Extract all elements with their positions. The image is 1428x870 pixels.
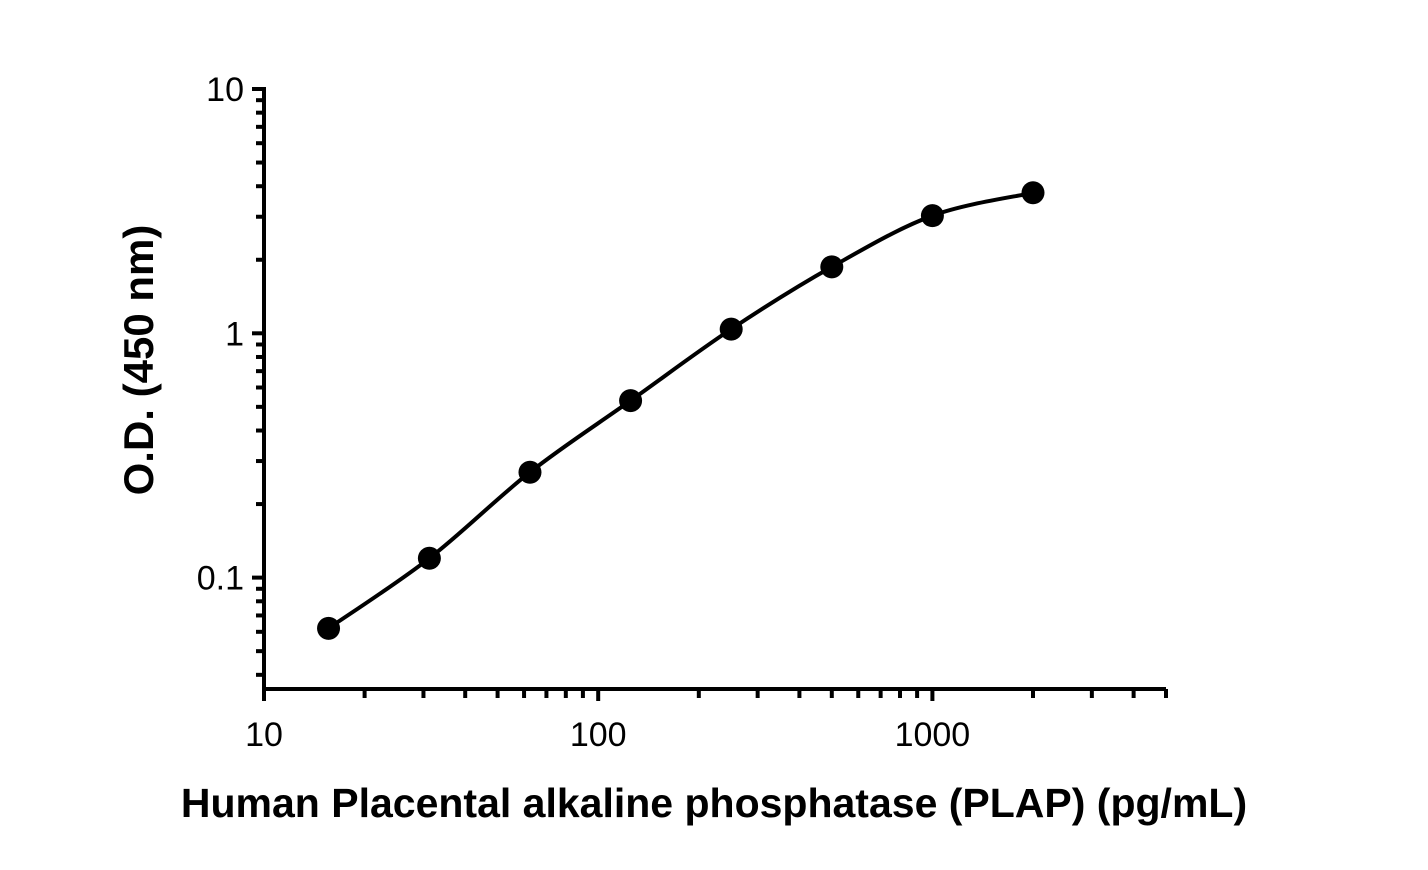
x-tick-label: 100 bbox=[570, 716, 627, 754]
data-point bbox=[719, 317, 743, 341]
data-point bbox=[317, 616, 341, 640]
y-tick-label: 0.1 bbox=[197, 560, 244, 598]
data-point bbox=[417, 546, 441, 570]
data-point bbox=[820, 255, 844, 279]
x-tick-label: 10 bbox=[245, 716, 283, 754]
data-point bbox=[1021, 181, 1045, 205]
axes: 10 100 1000 0.1 1 10 bbox=[197, 71, 1168, 754]
data-point bbox=[518, 460, 542, 484]
data-point bbox=[920, 204, 944, 228]
data-points-layer bbox=[317, 181, 1045, 640]
data-point bbox=[619, 389, 643, 413]
x-axis-title: Human Placental alkaline phosphatase (PL… bbox=[181, 780, 1247, 826]
y-tick-label: 10 bbox=[206, 71, 244, 109]
y-axis-title: O.D. (450 nm) bbox=[115, 225, 162, 496]
x-tick-label: 1000 bbox=[895, 716, 971, 754]
y-tick-label: 1 bbox=[225, 315, 244, 353]
